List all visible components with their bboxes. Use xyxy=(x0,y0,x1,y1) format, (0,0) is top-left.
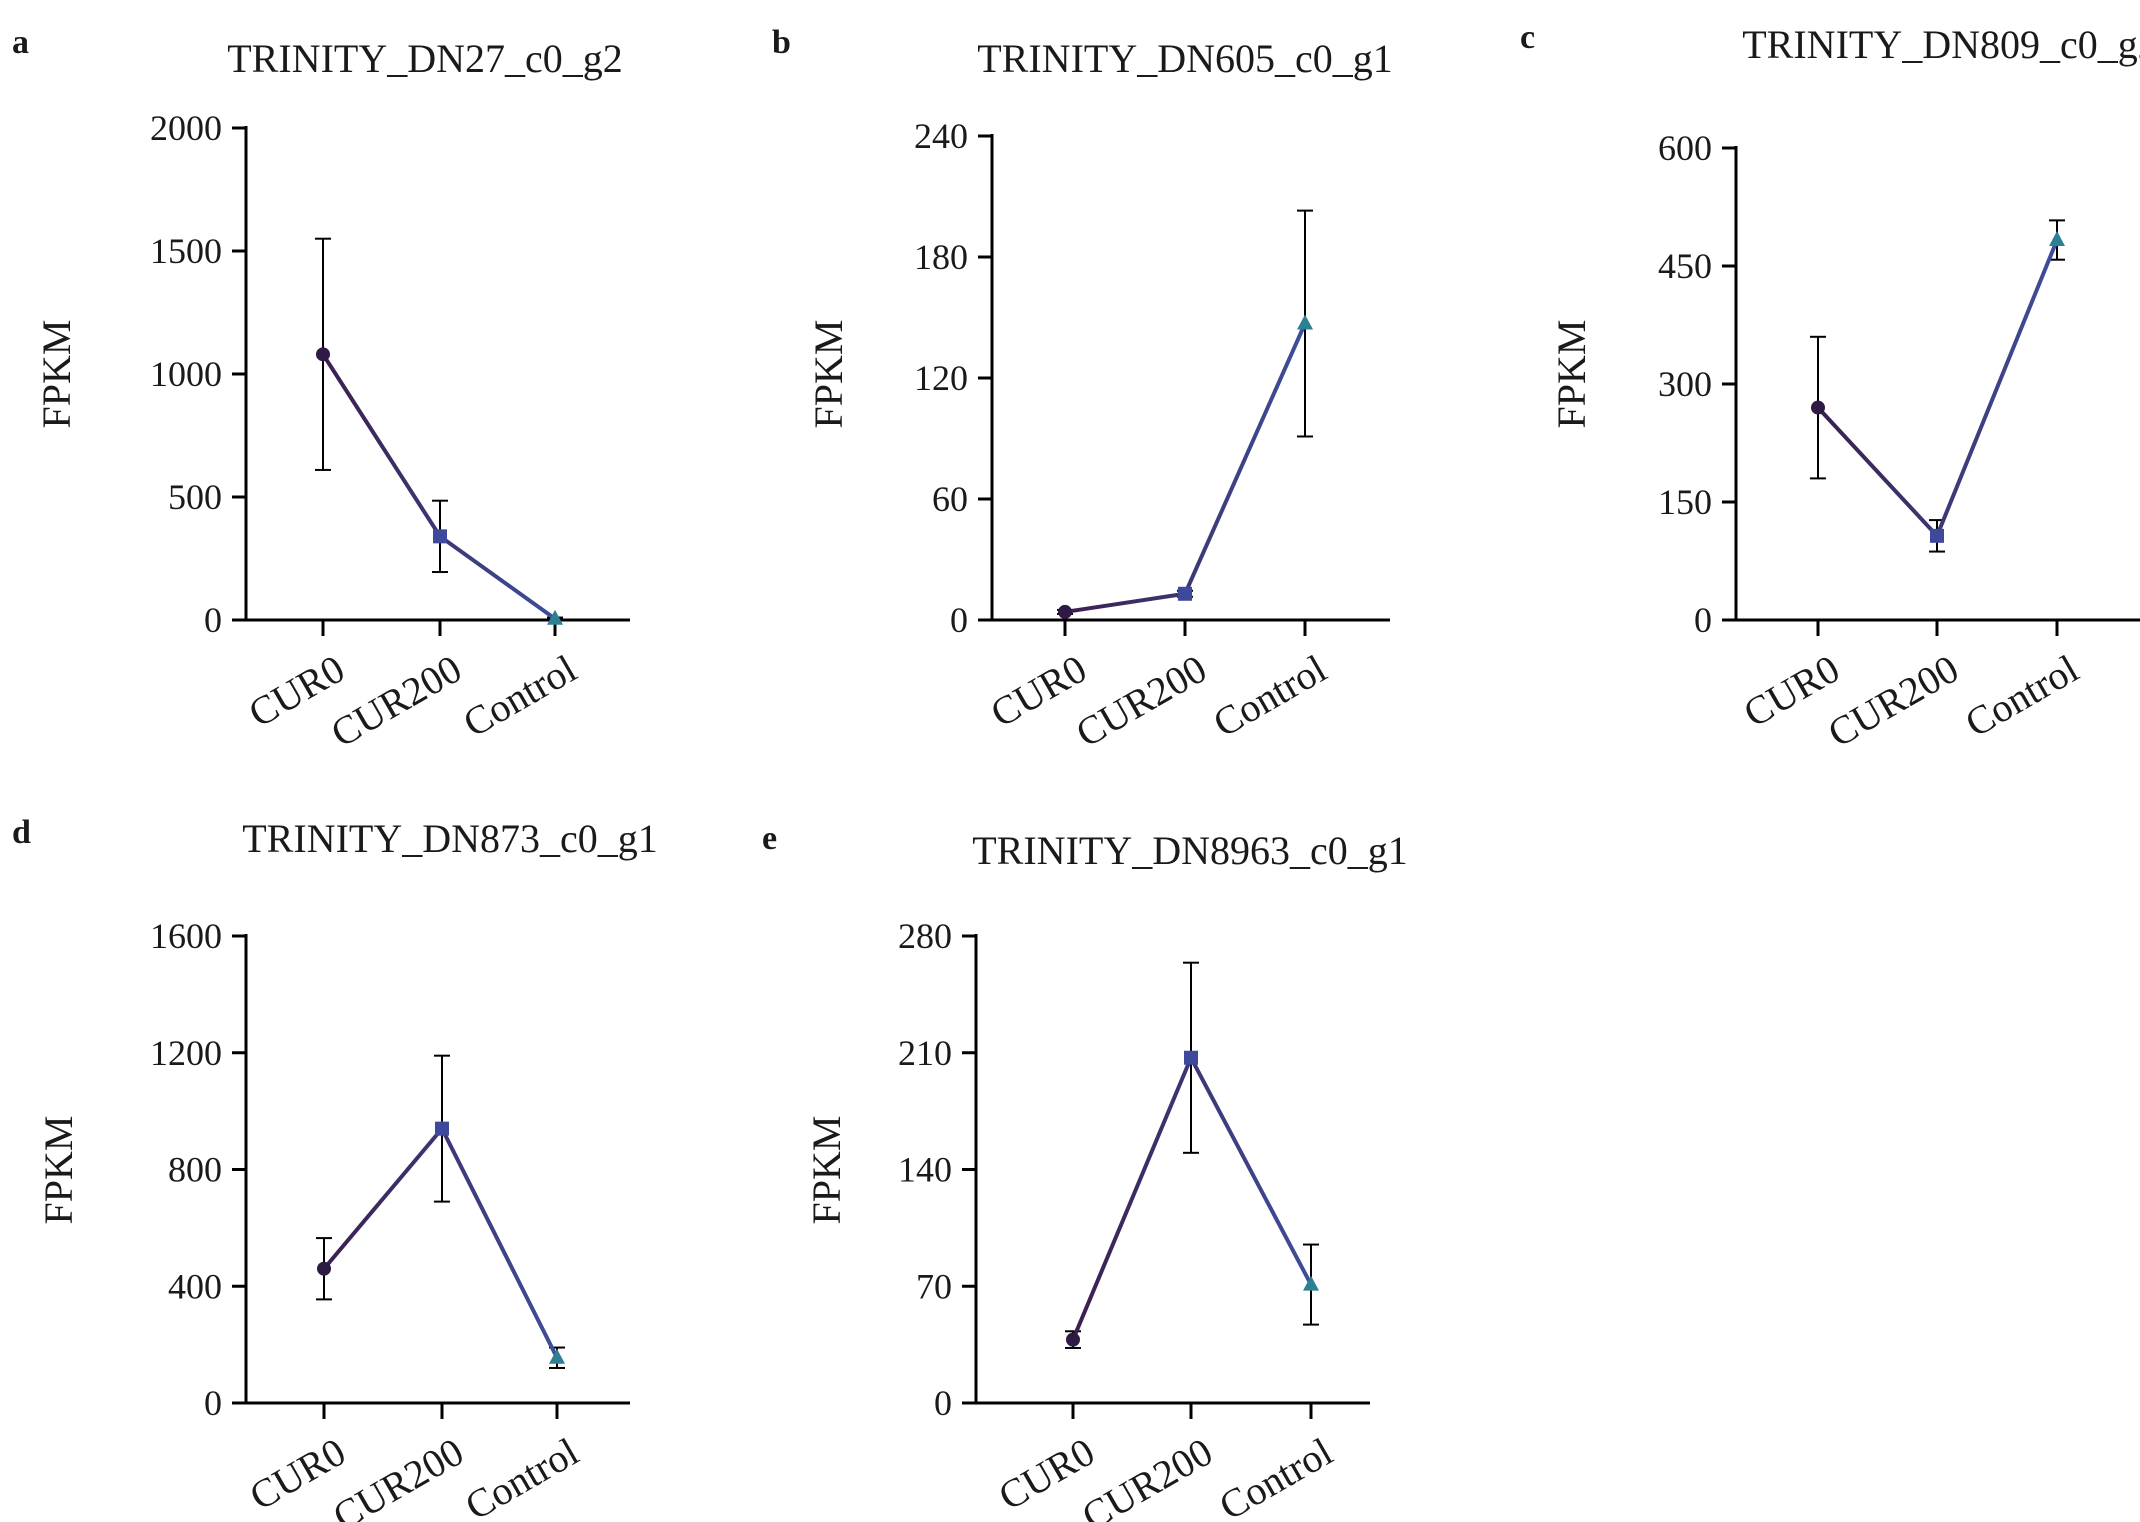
y-tick-label: 210 xyxy=(898,1033,952,1073)
series-line xyxy=(1816,239,2059,540)
chart-panel-d: d TRINITY_DN873_c0_g1 FPKM 0 400 800 1200 1600 C… xyxy=(12,814,658,1522)
series-line xyxy=(322,1125,559,1359)
y-axis-label: FPKM xyxy=(804,1116,849,1225)
y-tick-label: 0 xyxy=(204,1383,222,1423)
panel-label: c xyxy=(1520,19,1535,56)
y-tick-label: 300 xyxy=(1658,364,1712,404)
x-tick-label: Control xyxy=(1206,646,1334,746)
data-point-cur200 xyxy=(1930,528,1944,543)
y-axis-label: FPKM xyxy=(36,1116,81,1225)
y-tick-label: 1000 xyxy=(150,354,222,394)
data-point-control xyxy=(2049,231,2065,247)
x-tick-label: CUR200 xyxy=(1068,646,1214,756)
x-tick-label: Control xyxy=(1958,646,2086,746)
chart-panel-b: b TRINITY_DN605_c0_g1FPKM060120180240CUR0… xyxy=(772,24,1393,756)
y-tick-label: 450 xyxy=(1658,246,1712,286)
x-tick-label: CUR200 xyxy=(1820,646,1966,756)
x-tick-label: CUR200 xyxy=(1074,1429,1220,1522)
y-tick-label: 140 xyxy=(898,1150,952,1190)
y-tick-label: 240 xyxy=(914,116,968,156)
y-tick-label: 1500 xyxy=(150,231,222,271)
data-point-cur0 xyxy=(316,347,330,362)
chart-title: TRINITY_DN8963_c0_g1 xyxy=(972,828,1408,873)
chart-panel-a: a TRINITY_DN27_c0_g2 FPKM 0 500 1000 1500 2000 C… xyxy=(12,24,630,756)
data-point-cur0 xyxy=(317,1261,331,1276)
chart-panel-e: e TRINITY_DN8963_c0_g1 FPKM 0 70 140 210 280 CUR… xyxy=(762,820,1408,1522)
chart-panel-c: c TRINITY_DN809_c0_g2 FPKM 0 150 300 450 600 CUR… xyxy=(1520,19,2140,756)
y-tick-label: 1600 xyxy=(150,916,222,956)
data-point-cur200 xyxy=(1178,586,1192,601)
data-point-cur0 xyxy=(1066,1332,1080,1347)
y-axis-label: FPKM xyxy=(1549,320,1594,429)
chart-title: TRINITY_DN873_c0_g1 xyxy=(242,816,658,861)
y-tick-label: 800 xyxy=(168,1150,222,1190)
y-axis-label: FPKM xyxy=(34,320,79,429)
data-point-control xyxy=(549,1348,565,1364)
panel-label: a xyxy=(12,24,29,61)
data-point-cur200 xyxy=(433,529,447,544)
y-tick-label: 150 xyxy=(1658,482,1712,522)
y-axis-label: FPKM xyxy=(806,320,851,429)
x-tick-label: Control xyxy=(456,646,584,746)
chart-title: TRINITY_DN809_c0_g2 xyxy=(1742,22,2140,67)
x-tick-label: CUR200 xyxy=(323,646,469,756)
series-line xyxy=(1064,322,1307,614)
y-tick-label: 180 xyxy=(914,237,968,277)
y-tick-label: 60 xyxy=(932,479,968,519)
y-tick-label: 280 xyxy=(898,916,952,956)
y-tick-label: 500 xyxy=(168,477,222,517)
y-tick-label: 1200 xyxy=(150,1033,222,1073)
data-point-control xyxy=(1303,1275,1319,1291)
panel-label: e xyxy=(762,820,777,857)
series-line xyxy=(321,353,557,621)
y-tick-label: 2000 xyxy=(150,108,222,148)
y-tick-label: 120 xyxy=(914,358,968,398)
chart-title: TRINITY_DN27_c0_g2 xyxy=(227,36,623,81)
x-tick-label: Control xyxy=(458,1429,586,1522)
y-tick-label: 0 xyxy=(934,1383,952,1423)
data-point-cur0 xyxy=(1811,400,1825,415)
chart-title: TRINITY_DN605_c0_g1 xyxy=(977,36,1393,81)
panel-label: d xyxy=(12,814,31,851)
x-tick-label: Control xyxy=(1212,1429,1340,1522)
y-tick-label: 0 xyxy=(204,600,222,640)
data-point-control xyxy=(547,609,563,625)
data-point-cur0 xyxy=(1058,604,1072,619)
data-point-cur200 xyxy=(1184,1050,1198,1065)
y-tick-label: 600 xyxy=(1658,128,1712,168)
y-tick-label: 70 xyxy=(916,1266,952,1306)
y-tick-label: 0 xyxy=(950,600,968,640)
y-tick-label: 0 xyxy=(1694,600,1712,640)
panel-label: b xyxy=(772,24,791,61)
y-tick-label: 400 xyxy=(168,1266,222,1306)
data-point-control xyxy=(1297,314,1313,330)
data-point-cur200 xyxy=(435,1121,449,1136)
x-tick-label: CUR200 xyxy=(325,1429,471,1522)
